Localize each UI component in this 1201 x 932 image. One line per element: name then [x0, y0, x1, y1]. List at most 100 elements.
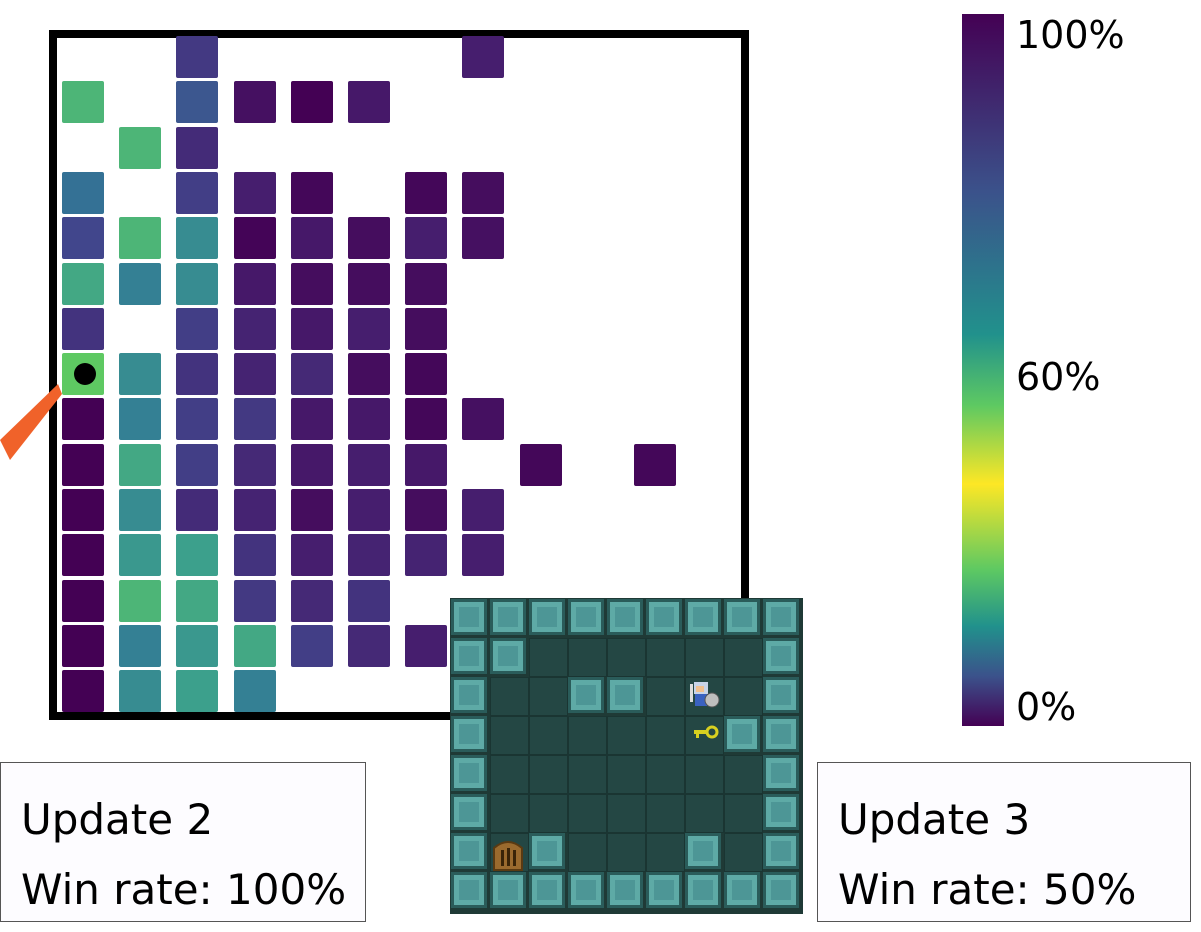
heatmap-cell	[290, 353, 333, 396]
floor-tile	[529, 755, 568, 794]
heatmap-cell	[119, 126, 162, 169]
heatmap-cell	[119, 624, 162, 667]
heatmap-cell	[290, 217, 333, 260]
heatmap-cell	[233, 534, 276, 577]
heatmap-cell	[233, 398, 276, 441]
wall-tile	[568, 677, 604, 713]
heatmap-cell	[405, 489, 448, 531]
floor-tile	[490, 677, 529, 716]
heatmap-cell	[62, 217, 104, 260]
heatmap-cell	[119, 217, 162, 260]
door-icon	[490, 836, 526, 876]
floor-tile	[568, 755, 607, 794]
wall-tile	[763, 638, 799, 674]
heatmap-cell	[348, 443, 390, 486]
heatmap-cell	[290, 398, 333, 441]
wall-tile	[646, 872, 682, 908]
heatmap-cell	[176, 398, 219, 441]
wall-tile	[763, 716, 799, 752]
heatmap-cell	[119, 579, 162, 622]
heatmap-cell	[119, 398, 162, 441]
heatmap-cell	[405, 262, 448, 305]
floor-tile	[646, 794, 685, 833]
heatmap-cell	[62, 534, 104, 577]
floor-tile	[646, 716, 685, 755]
floor-tile	[724, 794, 763, 833]
heatmap-cell	[290, 171, 333, 214]
wall-tile	[685, 872, 721, 908]
floor-tile	[529, 638, 568, 677]
floor-tile	[607, 716, 646, 755]
wall-tile	[451, 716, 487, 752]
heatmap-cell	[62, 307, 104, 350]
floor-tile	[607, 833, 646, 872]
heatmap-cell	[176, 262, 219, 305]
colorbar	[962, 14, 1004, 726]
floor-tile	[490, 755, 529, 794]
heatmap-cell	[233, 171, 276, 214]
heatmap-cell	[348, 534, 390, 577]
heatmap-cell	[119, 443, 162, 486]
floor-tile	[646, 638, 685, 677]
update-2-win-rate: Win rate: 100%	[21, 865, 347, 914]
heatmap-cell	[62, 81, 104, 124]
heatmap-cell	[233, 217, 276, 260]
update-3-title: Update 3	[838, 795, 1031, 844]
heatmap-cell	[233, 579, 276, 622]
floor-tile	[685, 794, 724, 833]
heatmap-cell	[119, 489, 162, 531]
update-2-title: Update 2	[21, 795, 214, 844]
heatmap-cell	[462, 489, 505, 531]
floor-tile	[529, 716, 568, 755]
game-level-thumbnail	[450, 598, 803, 914]
wall-tile	[763, 833, 799, 869]
heatmap-cell	[348, 353, 390, 396]
wall-tile	[451, 638, 487, 674]
heatmap-cell	[176, 36, 219, 78]
heatmap-cell	[62, 398, 104, 441]
heatmap-cell	[290, 443, 333, 486]
heatmap-cell	[462, 36, 505, 78]
floor-tile	[568, 716, 607, 755]
floor-tile	[646, 677, 685, 716]
heatmap-cell	[405, 307, 448, 350]
heatmap-cell	[176, 670, 219, 713]
heatmap-cell	[119, 353, 162, 396]
heatmap-cell	[176, 81, 219, 124]
wall-tile	[607, 677, 643, 713]
floor-tile	[568, 638, 607, 677]
heatmap-cell	[405, 353, 448, 396]
heatmap-cell	[462, 398, 505, 441]
floor-tile	[490, 716, 529, 755]
heatmap-cell	[176, 307, 219, 350]
heatmap-cell	[290, 81, 333, 124]
heatmap-cell	[348, 217, 390, 260]
wall-tile	[529, 872, 565, 908]
floor-tile	[646, 755, 685, 794]
colorbar-max-label: 100%	[1016, 13, 1125, 57]
floor-tile	[568, 833, 607, 872]
heatmap-cell	[462, 217, 505, 260]
floor-tile	[529, 794, 568, 833]
colorbar-mid-label: 60%	[1016, 355, 1101, 399]
wall-tile	[763, 755, 799, 791]
heatmap-cell	[119, 262, 162, 305]
wall-tile	[490, 599, 526, 635]
heatmap-cell	[348, 262, 390, 305]
heatmap-cell	[405, 443, 448, 486]
heatmap-cell	[290, 534, 333, 577]
heatmap-cell	[176, 353, 219, 396]
heatmap-cell	[176, 171, 219, 214]
heatmap-cell	[405, 217, 448, 260]
wall-tile	[724, 872, 760, 908]
floor-tile	[607, 638, 646, 677]
agent-position-marker	[74, 363, 96, 385]
floor-tile	[646, 833, 685, 872]
heatmap-cell	[62, 262, 104, 305]
heatmap-cell	[62, 489, 104, 531]
key-icon	[690, 722, 720, 746]
heatmap-cell	[62, 443, 104, 486]
floor-tile	[685, 755, 724, 794]
heatmap-cell	[176, 217, 219, 260]
update-3-box: Update 3 Win rate: 50%	[817, 762, 1191, 922]
